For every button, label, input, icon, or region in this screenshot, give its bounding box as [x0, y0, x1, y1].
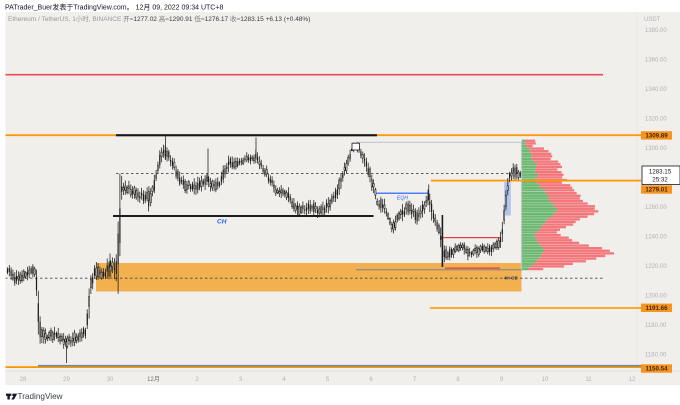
- svg-text:12: 12: [629, 377, 636, 383]
- svg-text:Ethereum / TetherUS, 1小时, BINA: Ethereum / TetherUS, 1小时, BINANCE 开=1277…: [8, 14, 310, 23]
- svg-text:1150.54: 1150.54: [645, 366, 668, 373]
- svg-text:4: 4: [282, 377, 286, 383]
- svg-text:11: 11: [585, 377, 592, 383]
- svg-text:4H OB: 4H OB: [504, 276, 519, 281]
- svg-text:1279.01: 1279.01: [645, 187, 668, 194]
- svg-text:7: 7: [413, 377, 417, 383]
- svg-text:5: 5: [326, 377, 330, 383]
- svg-text:1180.00: 1180.00: [645, 323, 667, 329]
- svg-text:8: 8: [456, 377, 460, 383]
- svg-text:1200.00: 1200.00: [645, 294, 667, 300]
- svg-text:1320.00: 1320.00: [645, 117, 667, 123]
- svg-text:1220.00: 1220.00: [645, 264, 667, 270]
- svg-text:3: 3: [239, 377, 243, 383]
- svg-text:29: 29: [63, 377, 70, 383]
- svg-text:9: 9: [500, 377, 504, 383]
- svg-text:1240.00: 1240.00: [645, 235, 667, 241]
- svg-text:PATrader_Buer发表于TradingView.co: PATrader_Buer发表于TradingView.com。 12月 09,…: [5, 3, 223, 12]
- svg-text:1360.00: 1360.00: [645, 58, 667, 64]
- svg-text:EQH: EQH: [397, 196, 408, 202]
- svg-text:1283.15: 1283.15: [649, 169, 672, 176]
- svg-text:1160.00: 1160.00: [645, 353, 667, 359]
- svg-text:1300.00: 1300.00: [645, 146, 667, 152]
- svg-text:2: 2: [195, 377, 199, 383]
- svg-text:28: 28: [20, 377, 27, 383]
- svg-text:30: 30: [107, 377, 114, 383]
- svg-text:1309.89: 1309.89: [645, 133, 668, 140]
- svg-text:12月: 12月: [147, 376, 160, 383]
- svg-text:1340.00: 1340.00: [645, 87, 667, 93]
- svg-text:25:32: 25:32: [652, 177, 668, 184]
- svg-text:1260.00: 1260.00: [645, 205, 667, 211]
- svg-text:1380.00: 1380.00: [645, 28, 667, 34]
- svg-text:CH: CH: [217, 219, 227, 226]
- svg-text:TradingView: TradingView: [18, 392, 63, 401]
- svg-text:6: 6: [369, 377, 373, 383]
- svg-text:1191.66: 1191.66: [645, 305, 668, 312]
- svg-text:USDT: USDT: [644, 17, 661, 23]
- svg-text:10: 10: [542, 377, 549, 383]
